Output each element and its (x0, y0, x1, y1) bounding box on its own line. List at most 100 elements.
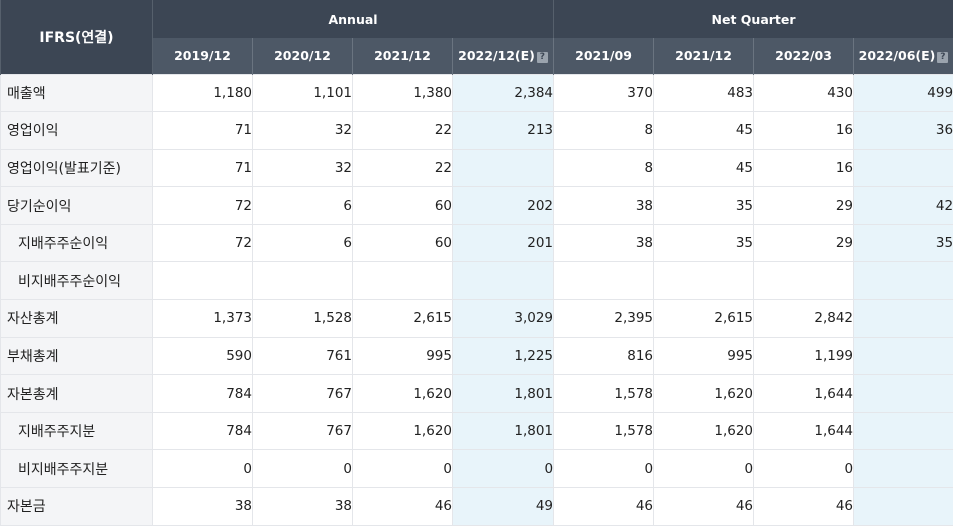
value-cell: 430 (753, 73, 855, 113)
annual-group-header: Annual (151, 0, 555, 38)
estimate-value-cell: 1,801 (451, 411, 555, 451)
value-cell: 72 (152, 223, 253, 263)
value-cell: 46 (352, 487, 453, 526)
estimate-value-cell (853, 374, 953, 413)
value-cell (753, 261, 855, 301)
value-cell: 2,615 (352, 299, 453, 338)
estimate-value-cell: 2,384 (451, 73, 555, 113)
value-cell (653, 261, 755, 301)
row-label: 영업이익 (0, 111, 153, 150)
value-cell: 45 (653, 148, 755, 188)
value-cell: 29 (753, 186, 855, 225)
accounting-standard-header: IFRS(연결) (0, 0, 153, 74)
table-row: 매출액 1,180 1,101 1,380 2,384 370 483 430 499 (0, 73, 953, 113)
value-cell (152, 261, 253, 301)
table-row: 비지배주주순이익 (0, 261, 953, 301)
table-row: 지배주주지분 784 767 1,620 1,801 1,578 1,620 1,644 (0, 411, 953, 451)
estimate-value-cell (853, 261, 953, 301)
value-cell: 38 (553, 186, 655, 225)
estimate-value-cell: 201 (451, 223, 555, 263)
estimate-value-cell (853, 411, 953, 451)
value-cell: 0 (553, 449, 655, 489)
value-cell: 1,578 (553, 411, 655, 451)
value-cell: 16 (753, 111, 855, 150)
value-cell: 1,578 (553, 374, 655, 413)
value-cell: 29 (753, 223, 855, 263)
row-label: 매출액 (0, 73, 153, 113)
row-label: 지배주주순이익 (0, 223, 153, 263)
estimate-value-cell (853, 336, 953, 376)
value-cell: 2,395 (553, 299, 655, 338)
value-cell (553, 261, 655, 301)
value-cell: 1,620 (653, 411, 755, 451)
value-cell: 483 (653, 73, 755, 113)
period-header-estimate: 2022/12(E)? (451, 38, 555, 74)
row-label: 비지배주주지분 (0, 449, 153, 489)
value-cell: 1,644 (753, 411, 855, 451)
value-cell: 71 (152, 148, 253, 188)
value-cell: 0 (252, 449, 353, 489)
value-cell: 1,644 (753, 374, 855, 413)
row-label: 자본금 (0, 487, 153, 526)
value-cell: 1,620 (352, 374, 453, 413)
row-label: 지배주주지분 (0, 411, 153, 451)
value-cell: 45 (653, 111, 755, 150)
estimate-value-cell: 35 (853, 223, 953, 263)
value-cell: 784 (152, 374, 253, 413)
estimate-value-cell (853, 449, 953, 489)
value-cell: 71 (152, 111, 253, 150)
estimate-value-cell: 1,801 (451, 374, 555, 413)
value-cell: 2,615 (653, 299, 755, 338)
estimate-value-cell: 3,029 (451, 299, 555, 338)
value-cell: 816 (553, 336, 655, 376)
value-cell: 46 (553, 487, 655, 526)
value-cell: 32 (252, 148, 353, 188)
value-cell: 590 (152, 336, 253, 376)
row-label: 자산총계 (0, 299, 153, 338)
table-row: 영업이익 71 32 22 213 8 45 16 36 (0, 111, 953, 150)
value-cell: 35 (653, 186, 755, 225)
help-icon[interactable]: ? (937, 52, 949, 64)
value-cell: 46 (753, 487, 855, 526)
value-cell: 370 (553, 73, 655, 113)
period-header: 2021/09 (553, 38, 655, 74)
row-label: 비지배주주순이익 (0, 261, 153, 301)
table-row: 당기순이익 72 6 60 202 38 35 29 42 (0, 186, 953, 225)
estimate-value-cell (451, 261, 555, 301)
table-row: 영업이익(발표기준) 71 32 22 8 45 16 (0, 148, 953, 188)
value-cell: 38 (152, 487, 253, 526)
estimate-value-cell: 49 (451, 487, 555, 526)
help-icon[interactable]: ? (536, 52, 548, 64)
table-row: 비지배주주지분 0 0 0 0 0 0 0 (0, 449, 953, 489)
value-cell (252, 261, 353, 301)
financial-rows: 매출액 1,180 1,101 1,380 2,384 370 483 430 499 영업이익 7… (0, 73, 953, 526)
value-cell: 22 (352, 148, 453, 188)
value-cell: 0 (352, 449, 453, 489)
value-cell: 1,101 (252, 73, 353, 113)
value-cell: 1,620 (653, 374, 755, 413)
value-cell: 0 (653, 449, 755, 489)
value-cell: 767 (252, 374, 353, 413)
value-cell: 1,199 (753, 336, 855, 376)
period-header: 2021/12 (352, 38, 453, 74)
period-header: 2019/12 (152, 38, 253, 74)
row-label: 부채총계 (0, 336, 153, 376)
period-header: 2021/12 (653, 38, 755, 74)
estimate-value-cell (853, 299, 953, 338)
value-cell: 1,373 (152, 299, 253, 338)
value-cell: 6 (252, 186, 353, 225)
estimate-value-cell: 0 (451, 449, 555, 489)
value-cell: 0 (152, 449, 253, 489)
value-cell: 761 (252, 336, 353, 376)
value-cell: 2,842 (753, 299, 855, 338)
value-cell: 60 (352, 223, 453, 263)
value-cell: 1,528 (252, 299, 353, 338)
value-cell: 0 (753, 449, 855, 489)
row-label: 자본총계 (0, 374, 153, 413)
value-cell: 8 (553, 148, 655, 188)
estimate-value-cell: 36 (853, 111, 953, 150)
table-row: 부채총계 590 761 995 1,225 816 995 1,199 (0, 336, 953, 376)
value-cell: 38 (553, 223, 655, 263)
estimate-value-cell (853, 148, 953, 188)
